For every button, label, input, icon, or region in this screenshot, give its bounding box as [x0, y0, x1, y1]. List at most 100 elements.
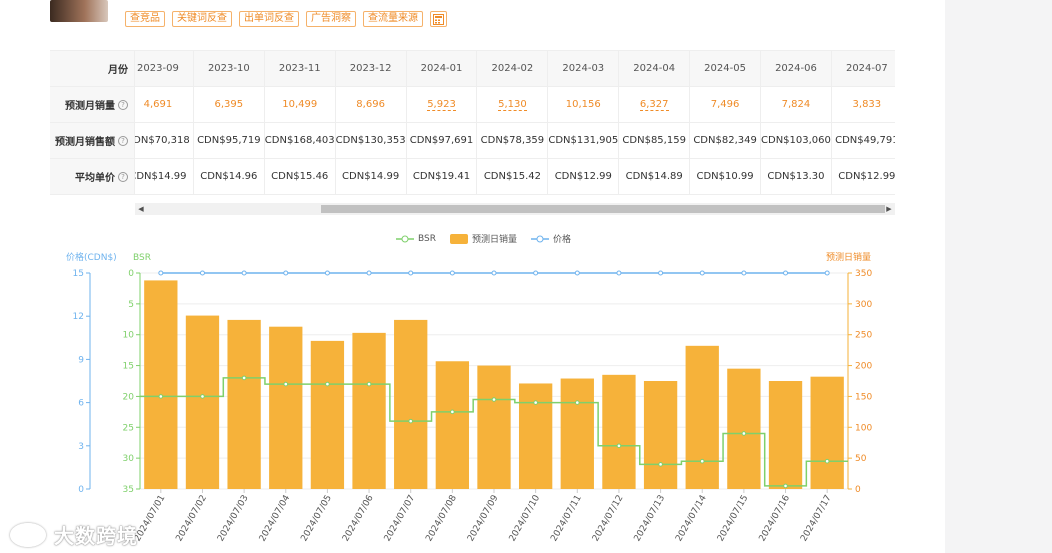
cell-value[interactable]: 6,327: [639, 98, 669, 111]
table-cell: 2023-11: [264, 51, 336, 86]
daily-sales-bar: [560, 378, 594, 489]
calculator-icon[interactable]: [430, 11, 447, 27]
price-tick-label: 9: [78, 355, 84, 365]
cell-value: 8,696: [356, 99, 385, 110]
table-cell: 8,696: [336, 87, 407, 122]
cell-value: CDN$97,691: [409, 135, 474, 146]
legend-item-bsr[interactable]: BSR: [396, 232, 436, 245]
table-cell: CDN$131,905: [548, 123, 620, 158]
cell-value: 2023-10: [207, 63, 250, 74]
price-tick-label: 12: [73, 312, 84, 322]
table-cell: CDN$19.41: [407, 159, 478, 194]
row-label: 月份: [108, 65, 128, 76]
price-point: [616, 270, 622, 276]
table-cell: CDN$78,359: [477, 123, 549, 158]
price-point: [574, 270, 580, 276]
cell-value[interactable]: 5,130: [498, 98, 527, 111]
table-cell: CDN$103,060: [761, 123, 832, 158]
cell-value: CDN$12.99: [838, 171, 895, 182]
scrollbar-thumb[interactable]: [321, 205, 885, 213]
table-cell: CDN$14.96: [194, 159, 265, 194]
average-price-row-header: 平均单价?: [50, 159, 135, 194]
tag-button-2[interactable]: 出单词反查: [239, 11, 299, 27]
cell-value: CDN$14.89: [625, 171, 683, 182]
table-cell: 2023-09: [135, 51, 194, 86]
cell-value: CDN$130,353: [335, 135, 406, 146]
sales-tick-label: 50: [855, 454, 867, 464]
cell-value: 2024-07: [845, 63, 888, 74]
page: 查竞品 关键词反查 出单词反查 广告洞察 查流量来源 月份 2023-09 2023-10 2…: [10, 0, 895, 549]
cell-value: CDN$13.30: [767, 171, 825, 182]
average-price-row: 平均单价? CDN$14.99 CDN$14.96 CDN$15.46 CDN$14.9…: [50, 159, 895, 195]
bsr-step-line: [140, 377, 848, 487]
cell-value: CDN$19.41: [412, 171, 471, 182]
table-cell: CDN$10.99: [690, 159, 762, 194]
cell-value: CDN$95,719: [197, 135, 261, 146]
tag-button-4[interactable]: 查流量来源: [363, 11, 423, 27]
price-tick-label: 15: [73, 269, 84, 279]
daily-sales-bar: [394, 319, 428, 489]
cell-value: 2024-01: [420, 63, 463, 74]
scroll-right-arrow-icon[interactable]: ▶: [886, 205, 892, 213]
x-tick-label: 2024/07/09: [466, 493, 501, 543]
forecast-monthly-revenue-row-header: 预测月销售额?: [50, 123, 135, 158]
x-tick-label: 2024/07/06: [341, 493, 376, 543]
bsr-point: [408, 418, 414, 424]
legend-item-daily-sales[interactable]: 预测日销量: [449, 232, 517, 245]
bsr-point: [450, 409, 455, 415]
table-horizontal-scrollbar[interactable]: ◀ ▶: [135, 203, 895, 215]
product-thumbnail[interactable]: [50, 0, 108, 22]
bsr-axis-title: BSR: [133, 253, 151, 263]
help-question-icon[interactable]: ?: [118, 99, 128, 110]
x-tick-label: 2024/07/12: [591, 494, 626, 544]
x-tick-label: 2024/07/02: [174, 494, 209, 544]
tag-button-0[interactable]: 查竞品: [125, 11, 165, 27]
bsr-point: [741, 431, 747, 436]
price-point: [449, 270, 455, 276]
sales-tick-label: 250: [855, 331, 872, 341]
bsr-point: [283, 381, 289, 387]
table-cell: CDN$97,691: [407, 123, 478, 158]
bsr-point: [366, 381, 372, 387]
right-side-panel: [945, 0, 1052, 553]
row-label: 平均单价: [75, 173, 115, 184]
help-question-icon[interactable]: ?: [118, 171, 128, 182]
cell-value: 2024-06: [775, 63, 817, 74]
cell-value: 2024-03: [562, 63, 605, 74]
table-cell: 5,130: [477, 87, 549, 122]
table-cell: 7,496: [690, 87, 762, 122]
sales-tick-label: 100: [855, 423, 872, 433]
tag-button-1[interactable]: 关键词反查: [172, 11, 232, 27]
table-cell: 4,691: [135, 87, 194, 122]
cell-value: CDN$168,403: [264, 135, 335, 146]
table-cell: CDN$13.30: [761, 159, 832, 194]
price-point: [699, 270, 705, 276]
daily-sales-bar: [269, 326, 303, 489]
watermark: 大数跨境: [10, 520, 138, 549]
monthly-sales-table: 月份 2023-09 2023-10 2023-11 2023-12 2024-01 202…: [50, 50, 895, 195]
daily-sales-bar: [310, 340, 345, 489]
bsr-point: [824, 458, 830, 464]
forecast-monthly-sales-row-header: 预测月销量?: [50, 87, 135, 122]
bsr-point: [241, 375, 247, 381]
help-question-icon[interactable]: ?: [118, 135, 128, 146]
price-legend-icon: [531, 235, 549, 242]
daily-sales-bar: [518, 383, 553, 489]
bsr-point: [491, 397, 497, 402]
bsr-legend-icon: [396, 235, 414, 242]
table-cell: 6,395: [194, 87, 265, 122]
scroll-left-arrow-icon[interactable]: ◀: [138, 205, 144, 213]
daily-sales-bar: [685, 345, 719, 489]
watermark-text: 大数跨境: [54, 524, 138, 548]
month-row: 月份 2023-09 2023-10 2023-11 2023-12 2024-01 202…: [50, 51, 895, 87]
month-row-header: 月份: [50, 51, 135, 86]
watermark-logo-icon: [10, 522, 46, 547]
price-tick-label: 6: [78, 399, 84, 409]
bsr-point: [658, 462, 663, 467]
legend-item-price[interactable]: 价格: [531, 232, 571, 245]
x-tick-label: 2024/07/11: [549, 494, 584, 544]
price-point: [491, 270, 497, 276]
table-cell: CDN$130,353: [336, 123, 407, 158]
cell-value[interactable]: 5,923: [427, 98, 456, 111]
tag-button-3[interactable]: 广告洞察: [306, 11, 356, 27]
